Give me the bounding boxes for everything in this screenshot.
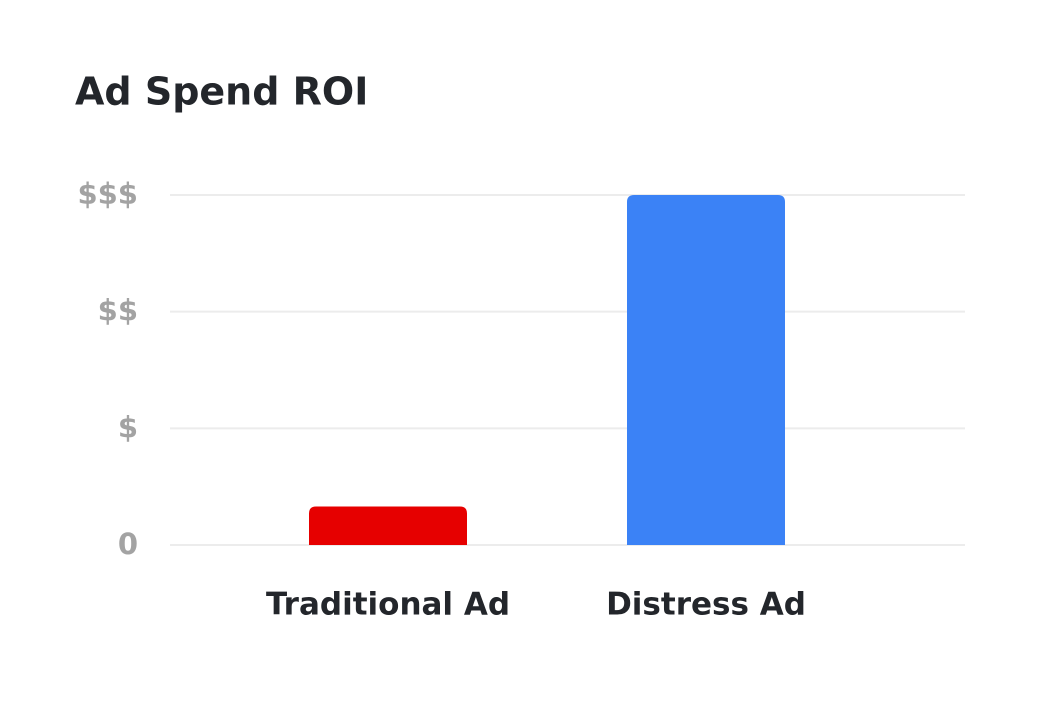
bar <box>627 195 785 545</box>
x-tick-label: Distress Ad <box>606 587 806 623</box>
y-tick-label: 0 <box>118 527 138 561</box>
chart-title: Ad Spend ROI <box>75 70 368 114</box>
y-tick-label: $$ <box>98 294 138 328</box>
bar <box>309 506 467 545</box>
x-tick-label: Traditional Ad <box>266 587 510 623</box>
y-tick-label: $$$ <box>77 177 138 211</box>
y-tick-label: $ <box>118 410 138 444</box>
